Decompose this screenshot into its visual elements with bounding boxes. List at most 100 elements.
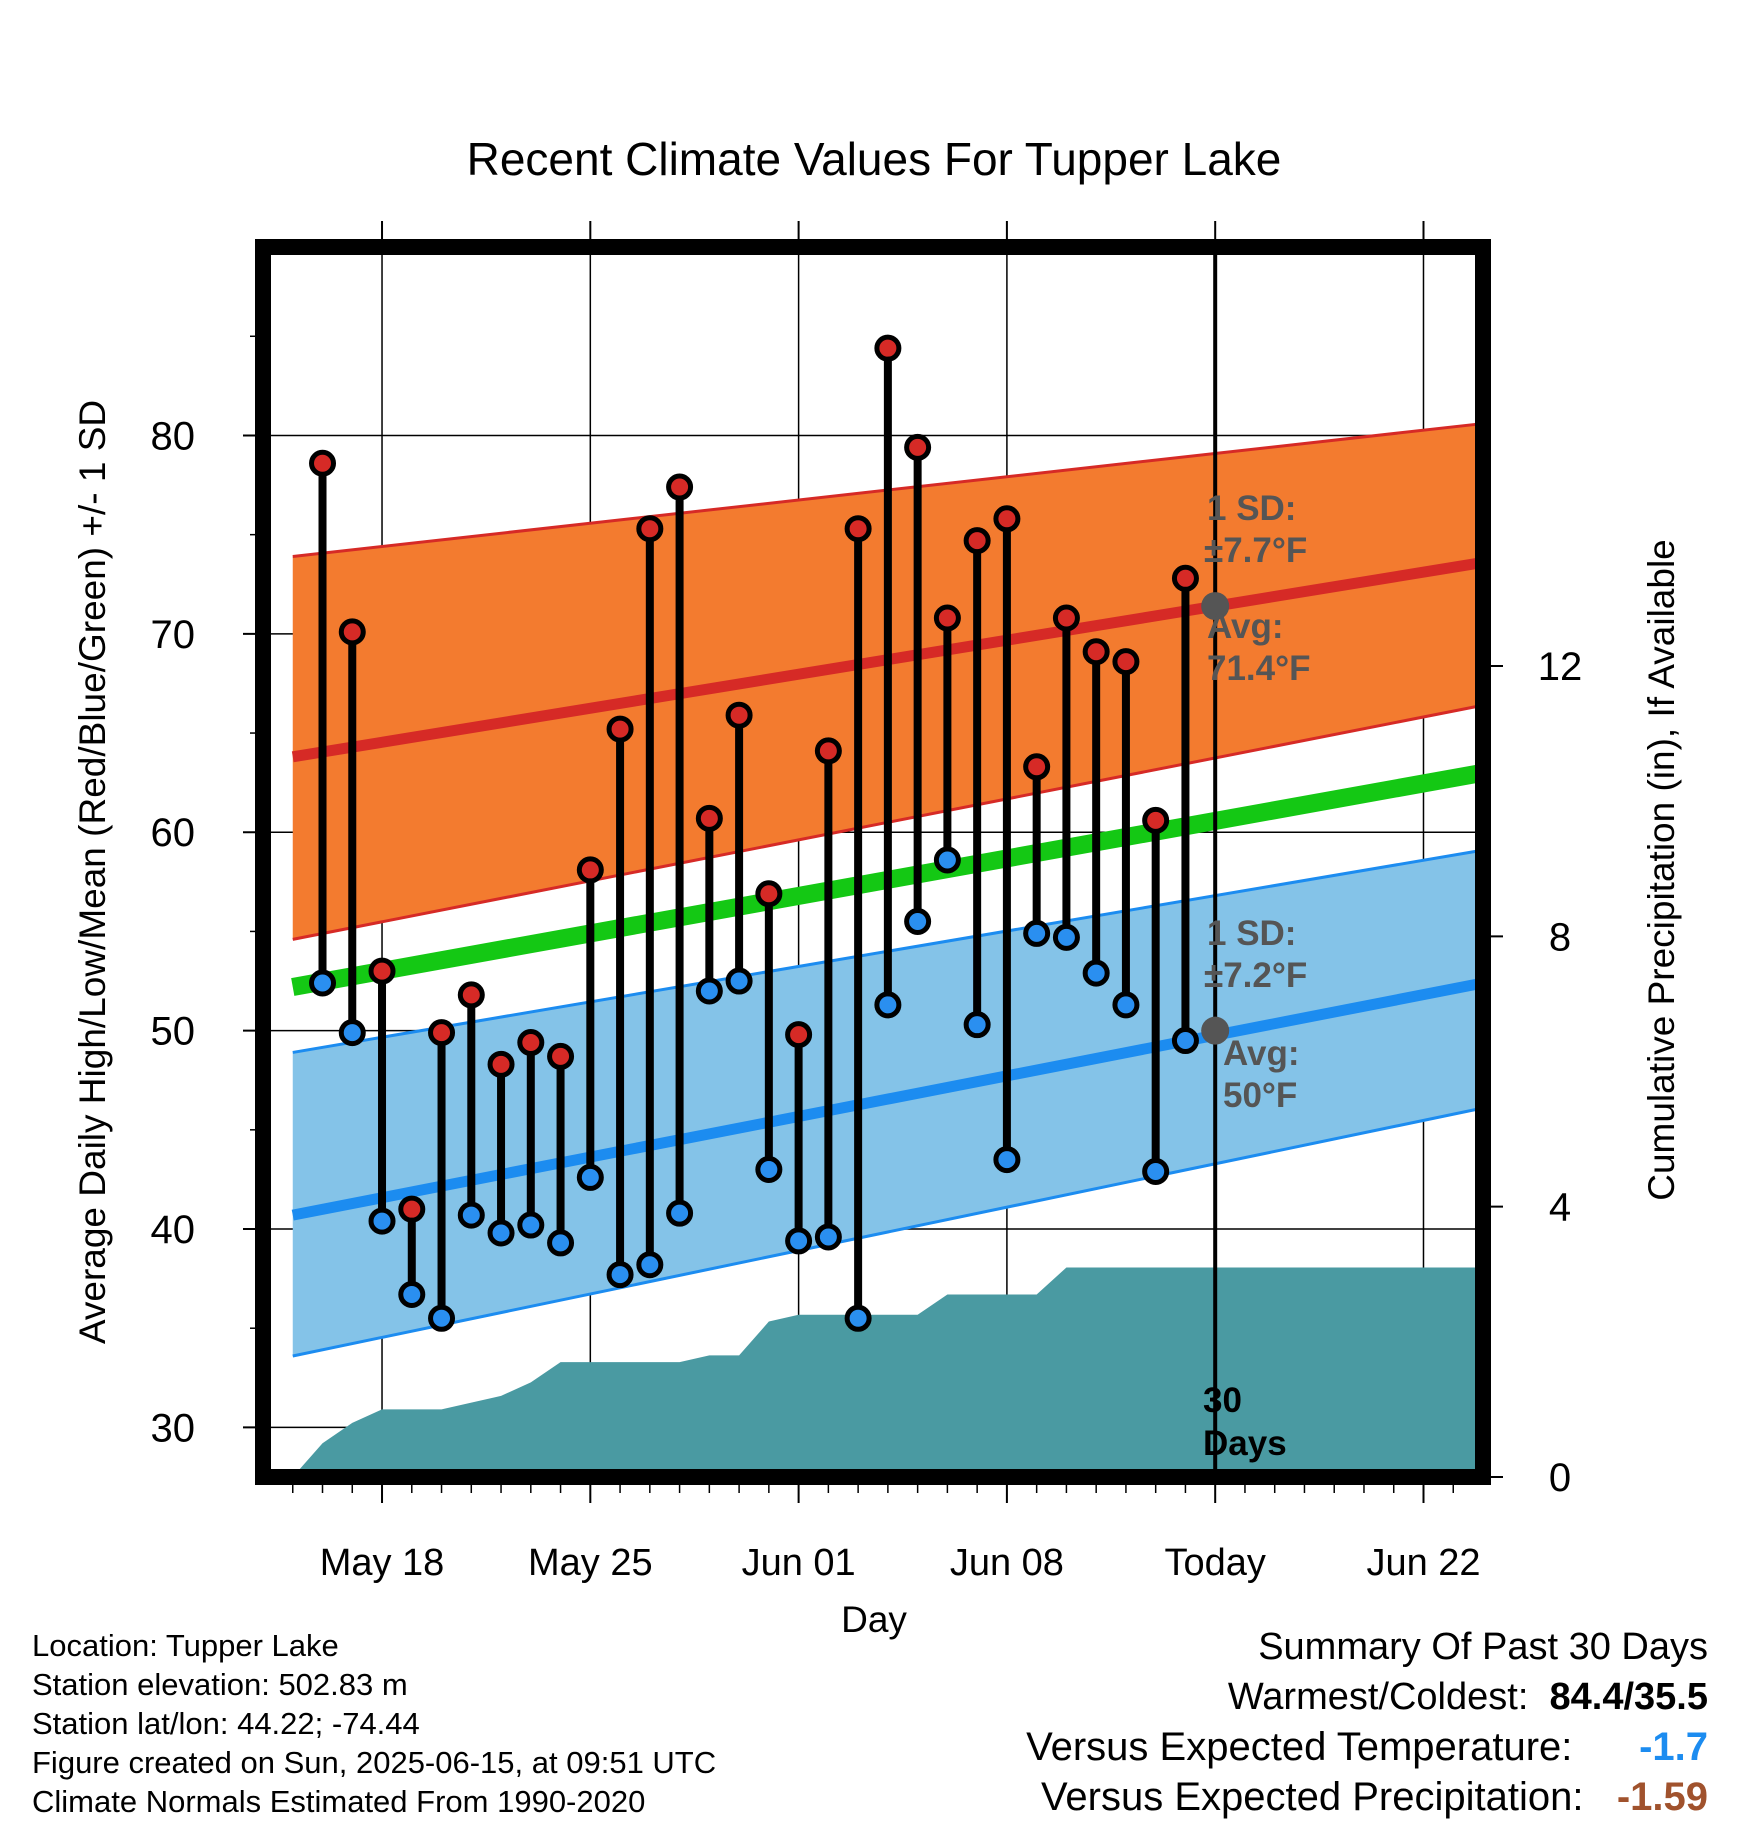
y-axis-label: Average Daily High/Low/Mean (Red/Blue/Gr… <box>72 400 113 1344</box>
low-avg-label: Avg: <box>1223 1034 1299 1073</box>
daily-high-point <box>904 433 932 461</box>
daily-low-point <box>1171 1027 1199 1055</box>
daily-high-point <box>1171 564 1199 592</box>
precip-anomaly-label: Versus Expected Precipitation: <box>1040 1775 1584 1819</box>
daily-low-point <box>844 1304 872 1332</box>
daily-high-point <box>1082 638 1110 666</box>
daily-low-point <box>398 1280 426 1308</box>
daily-low-point <box>755 1156 783 1183</box>
y-tick-label: 60 <box>151 811 196 855</box>
low-sd-lower-edge <box>292 1106 1484 1358</box>
daily-high-point <box>576 856 604 884</box>
summary-panel: Summary Of Past 30 Days Warmest/Coldest:… <box>1026 1622 1708 1822</box>
daily-high-point <box>993 505 1021 533</box>
y2-tick-label: 12 <box>1538 645 1583 689</box>
daily-high-point <box>428 1019 456 1047</box>
high-sd-label: 1 SD: <box>1207 489 1296 528</box>
elevation-text: Station elevation: 502.83 m <box>32 1667 408 1702</box>
daily-low-point <box>547 1229 575 1257</box>
x-tick-label: Jun 22 <box>1366 1542 1480 1584</box>
daily-high-point <box>636 515 664 543</box>
y2-tick-label: 8 <box>1549 915 1571 959</box>
daily-high-point <box>517 1029 545 1057</box>
daily-low-point <box>309 969 337 997</box>
x-tick-label: Jun 08 <box>950 1542 1064 1584</box>
daily-low-point <box>636 1251 664 1279</box>
daily-low-point <box>1082 959 1110 987</box>
high-avg-label: Avg: <box>1207 607 1283 646</box>
daily-low-point <box>1142 1157 1170 1185</box>
cumulative-precip-area <box>292 1267 1483 1477</box>
daily-high-point <box>457 981 485 1009</box>
daily-low-point <box>933 846 961 874</box>
daily-high-point <box>547 1042 575 1070</box>
plot-frame <box>255 239 1491 1485</box>
today-high-avg-marker <box>1201 592 1230 621</box>
summary-title: Summary Of Past 30 Days <box>1258 1626 1708 1668</box>
created-text: Figure created on Sun, 2025-06-15, at 09… <box>32 1745 717 1780</box>
location-text: Location: Tupper Lake <box>32 1628 339 1663</box>
daily-low-point <box>368 1207 396 1235</box>
daily-high-point <box>338 618 366 646</box>
y2-tick-label: 4 <box>1549 1186 1571 1230</box>
daily-high-point <box>309 449 337 477</box>
daily-low-point <box>904 908 932 936</box>
precip-anomaly-value: -1.59 <box>1616 1775 1708 1819</box>
x-axis-label: Day <box>841 1599 907 1640</box>
daily-high-point <box>725 701 753 729</box>
daily-low-point <box>874 991 902 1019</box>
daily-high-point <box>1112 648 1140 676</box>
daily-low-point <box>695 977 723 1005</box>
daily-low-point <box>993 1146 1021 1174</box>
daily-low-point <box>338 1019 366 1047</box>
daily-high-point <box>874 334 902 362</box>
daily-high-point <box>666 473 694 501</box>
daily-low-point <box>1112 991 1140 1019</box>
daily-high-point <box>695 804 723 832</box>
normal-low-line <box>291 977 1485 1221</box>
daily-high-point <box>844 515 872 543</box>
daily-low-point <box>785 1227 813 1255</box>
daily-high-point <box>785 1021 813 1049</box>
y-tick-label: 50 <box>151 1010 196 1054</box>
daily-low-point <box>666 1199 694 1227</box>
daily-low-point <box>814 1223 842 1251</box>
latlon-text: Station lat/lon: 44.22; -74.44 <box>32 1706 420 1741</box>
y-tick-label: 80 <box>151 414 196 458</box>
daily-high-point <box>963 527 991 555</box>
y2-tick-label: 0 <box>1549 1456 1571 1500</box>
y2-axis-label: Cumulative Precipitation (in), If Availa… <box>1641 539 1682 1201</box>
daily-high-point <box>1052 604 1080 632</box>
daily-high-point <box>755 880 783 908</box>
daily-low-point <box>457 1201 485 1229</box>
daily-high-point <box>487 1050 515 1078</box>
normals-text: Climate Normals Estimated From 1990-2020 <box>32 1784 646 1819</box>
high-avg-value: 71.4°F <box>1207 649 1311 688</box>
daily-high-point <box>933 604 961 632</box>
days-count-number: 30 <box>1203 1381 1242 1420</box>
days-count-word: Days <box>1203 1424 1287 1463</box>
warmest-coldest-label: Warmest/Coldest: <box>1227 1676 1529 1718</box>
x-tick-label: May 25 <box>528 1542 653 1584</box>
daily-low-point <box>1023 919 1051 947</box>
low-sd-value: ±7.2°F <box>1204 956 1307 995</box>
daily-high-point <box>1142 806 1170 834</box>
low-sd-label: 1 SD: <box>1207 914 1296 953</box>
low-avg-value: 50°F <box>1223 1076 1297 1115</box>
daily-low-point <box>606 1261 634 1289</box>
daily-low-point <box>517 1211 545 1239</box>
x-tick-label: Today <box>1164 1542 1265 1584</box>
precip-anomaly-row: Versus Expected Precipitation: -1.59 <box>1026 1772 1708 1822</box>
x-tick-label: Jun 01 <box>742 1542 856 1584</box>
high-sd-value: ±7.7°F <box>1204 531 1307 570</box>
y-tick-label: 30 <box>151 1406 196 1450</box>
daily-low-point <box>487 1219 515 1247</box>
temp-anomaly-row: Versus Expected Temperature: -1.7 <box>1026 1722 1708 1772</box>
y-tick-label: 40 <box>151 1208 196 1252</box>
station-info: Location: Tupper Lake Station elevation:… <box>32 1626 716 1821</box>
daily-high-point <box>368 957 396 985</box>
daily-low-point <box>1052 923 1080 951</box>
daily-high-point <box>398 1195 426 1223</box>
